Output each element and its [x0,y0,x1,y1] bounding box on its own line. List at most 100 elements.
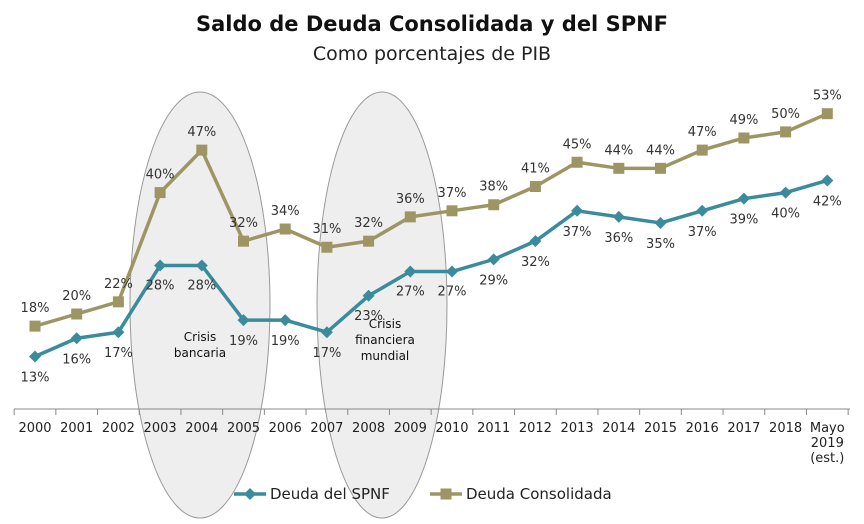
annotation-text: Crisis bancaria [174,330,226,360]
x-tick-label: 2018 [769,421,802,436]
data-label: 27% [438,285,467,300]
data-point [571,156,583,168]
data-label: 50% [771,107,800,122]
chart-subtitle: Como porcentajes de PIB [313,43,551,65]
x-tick-label: 2002 [102,421,135,436]
data-point [571,204,584,217]
data-point [112,296,124,308]
legend-label: Deuda Consolidada [466,485,612,503]
x-tick-label: 2003 [144,421,177,436]
data-point [696,204,709,217]
data-point [737,192,750,205]
legend-item-0: Deuda del SPNF [234,485,390,503]
data-point [362,289,375,302]
data-label: 31% [312,222,341,237]
series-line-0 [34,178,828,359]
x-tick-label: 2001 [60,421,93,436]
x-tick-label: 2013 [561,421,594,436]
data-point [238,235,249,247]
x-tick-label: 2009 [394,421,427,436]
series-line-1 [34,112,829,328]
x-tick-label: 2011 [477,421,510,436]
data-label: 29% [479,273,508,288]
data-point [404,265,417,278]
data-label: 47% [688,125,717,140]
legend-marker [440,488,452,500]
data-point [487,253,500,266]
data-point [696,144,708,156]
x-tick-label: 2010 [435,421,468,436]
data-point [821,108,833,120]
data-label: 41% [521,162,550,177]
crisis-highlights [129,91,448,519]
crisis-bancaria-ellipse [129,91,271,519]
data-point [613,162,625,174]
data-label: 45% [563,137,592,152]
data-label: 53% [813,89,842,104]
data-point [655,162,666,174]
data-label: 19% [229,334,258,349]
data-label: 23% [354,309,383,324]
data-labels: 13% 16% 17% 28% 28% 19% 19% 17% 23% 27% 27% 29% 32% 3… [21,89,842,386]
data-point [780,126,792,138]
x-tick-label: 2014 [602,421,635,436]
data-point [654,216,667,229]
data-label: 37% [563,225,592,240]
x-tick-label: 2008 [352,421,385,436]
data-label: 37% [438,186,467,201]
legend: Deuda del SPNF Deuda Consolidada [234,485,612,503]
x-tick-label: 2004 [185,421,218,436]
legend-item-1: Deuda Consolidada [430,485,612,503]
data-label: 37% [688,225,717,240]
data-point [320,326,333,339]
data-point [779,186,792,199]
x-tick-label: Mayo 2019 (est.) [810,421,845,466]
data-label: 32% [354,216,383,231]
x-tick-label: 2000 [18,421,51,436]
data-label: 49% [729,113,758,128]
data-point [154,259,167,272]
annotation-text: Crisis financiera mundial [355,317,415,363]
data-label: 39% [729,213,758,228]
data-label: 36% [396,192,425,207]
data-label: 44% [646,143,675,158]
data-point [154,187,166,199]
data-point [738,132,750,144]
data-point [29,350,41,363]
chart-title: Saldo de Deuda Consolidada y del SPNF [196,12,668,36]
data-label: 17% [312,346,341,361]
data-point [488,199,500,211]
x-tick-label: 2016 [686,421,719,436]
data-point [404,211,416,223]
data-point [71,308,83,320]
data-label: 20% [62,289,91,304]
crisis-financiera-ellipse [316,91,448,519]
x-tick-label: 2012 [519,421,552,436]
data-point [29,320,41,332]
data-label: 40% [771,207,800,222]
data-label: 27% [396,285,425,300]
data-point [112,326,125,339]
data-label: 28% [187,278,216,293]
data-label: 32% [521,255,550,270]
data-point [279,314,292,327]
legend-marker [244,488,256,500]
data-point [321,241,333,253]
data-label: 19% [271,334,300,349]
data-label: 44% [604,143,633,158]
x-axis-ticks: 2000 2001 2002 2003 2004 2005 2006 2007 2008 2009… [13,409,849,466]
x-tick-label: 2017 [727,421,760,436]
x-tick-label: 2015 [644,421,677,436]
legend-label: Deuda del SPNF [270,485,390,503]
data-label: 22% [104,277,133,292]
data-label: 34% [271,204,300,219]
series-group [29,108,834,363]
data-point [237,314,250,327]
data-point [279,223,291,235]
data-point [529,181,541,193]
data-point [446,265,458,278]
x-tick-label: 2005 [227,421,260,436]
data-label: 40% [146,168,175,183]
data-label: 28% [146,278,175,293]
